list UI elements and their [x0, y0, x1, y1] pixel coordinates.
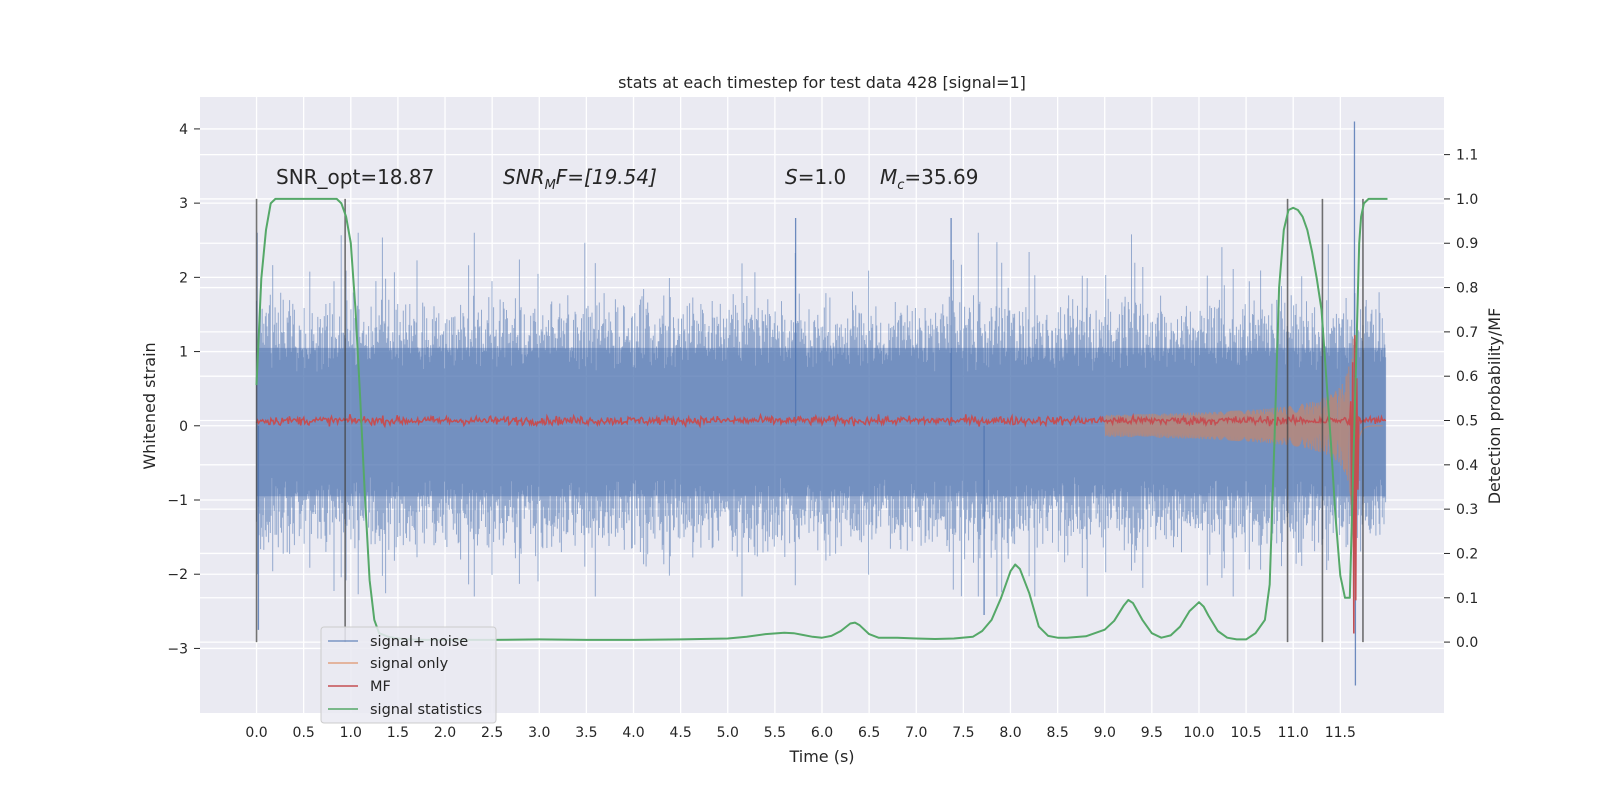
- y-axis-right: 0.0 0.1 0.2 0.3 0.4 0.5 0.6 0.7 0.8 0.9 1.0 1.1: [1444, 148, 1478, 651]
- y-axis-left: −3 −2 −1 0 1 2 3 4: [167, 122, 200, 657]
- y2-tick-label: 0.5: [1456, 414, 1478, 430]
- x-tick-label: 4.5: [670, 725, 692, 741]
- y2-axis-title: Detection probability/MF: [1485, 308, 1504, 505]
- legend-label-signal-only: signal only: [370, 656, 449, 672]
- y2-tick-label: 0.3: [1456, 502, 1478, 518]
- x-tick-label: 3.5: [575, 725, 597, 741]
- x-tick-label: 2.0: [434, 725, 456, 741]
- legend: signal+ noise signal only MF signal stat…: [320, 626, 497, 724]
- x-tick-label: 5.5: [764, 725, 786, 741]
- y-tick-label: 3: [179, 196, 188, 212]
- x-tick-label: 4.0: [622, 725, 644, 741]
- x-axis: 0.0 0.5 1.0 1.5 2.0 2.5 3.0 3.5 4.0 4.5 5.0 5.5 6.0 6…: [245, 725, 1356, 741]
- y-tick-label: −2: [167, 567, 188, 583]
- x-tick-label: 6.5: [858, 725, 880, 741]
- y2-tick-label: 0.2: [1456, 546, 1478, 562]
- y2-tick-label: 0.4: [1456, 458, 1478, 474]
- x-tick-label: 1.0: [340, 725, 362, 741]
- x-tick-label: 2.5: [481, 725, 503, 741]
- x-tick-label: 9.0: [1094, 725, 1116, 741]
- y2-tick-label: 0.0: [1456, 635, 1478, 651]
- series-signal-statistics: [255, 197, 1388, 641]
- x-tick-label: 6.0: [811, 725, 833, 741]
- y2-tick-label: 0.9: [1456, 236, 1478, 252]
- annotations: SNR_opt=18.87 SNRMF=[19.54] S=1.0 Mc=35.…: [276, 165, 978, 193]
- annotation-snr-opt: SNR_opt=18.87: [276, 165, 434, 189]
- y2-tick-label: 0.8: [1456, 281, 1478, 297]
- x-tick-label: 0.5: [293, 725, 315, 741]
- x-tick-label: 11.0: [1278, 725, 1309, 741]
- y2-tick-label: 1.1: [1456, 148, 1478, 164]
- legend-label-signal-noise: signal+ noise: [370, 634, 468, 650]
- x-tick-label: 9.5: [1141, 725, 1163, 741]
- y-tick-label: −1: [167, 493, 188, 509]
- series-mf: [255, 335, 1387, 634]
- x-tick-label: 0.0: [245, 725, 267, 741]
- x-axis-title: Time (s): [788, 747, 854, 766]
- y-tick-label: 0: [179, 419, 188, 435]
- segment-markers: [255, 198, 1364, 643]
- x-tick-label: 1.5: [387, 725, 409, 741]
- y2-tick-label: 0.1: [1456, 591, 1478, 607]
- x-tick-label: 7.0: [905, 725, 927, 741]
- x-tick-label: 7.5: [952, 725, 974, 741]
- y-tick-label: 1: [179, 345, 188, 361]
- series-signal-only: [1104, 338, 1383, 547]
- y2-tick-label: 0.6: [1456, 369, 1478, 385]
- signal-statistics-layer: [255, 197, 1388, 641]
- x-tick-label: 8.0: [999, 725, 1021, 741]
- legend-box: [320, 626, 497, 724]
- annotation-mc: Mc=35.69: [880, 165, 978, 193]
- y-tick-label: 2: [179, 270, 188, 286]
- chart-title: stats at each timestep for test data 428…: [618, 73, 1026, 92]
- x-tick-label: 10.5: [1231, 725, 1262, 741]
- legend-label-signal-statistics: signal statistics: [370, 702, 482, 718]
- x-tick-label: 8.5: [1046, 725, 1068, 741]
- x-tick-label: 10.0: [1183, 725, 1214, 741]
- y2-tick-label: 1.0: [1456, 192, 1478, 208]
- annotation-s: S=1.0: [785, 165, 846, 189]
- plot-area: [255, 121, 1387, 686]
- x-tick-label: 5.0: [717, 725, 739, 741]
- y-tick-label: 4: [179, 122, 188, 138]
- legend-label-mf: MF: [370, 679, 391, 695]
- y-tick-label: −3: [167, 641, 188, 657]
- y-axis-title: Whitened strain: [140, 342, 159, 469]
- y2-tick-label: 0.7: [1456, 325, 1478, 341]
- annotation-snr-mf: SNRMF=[19.54]: [503, 165, 657, 193]
- x-tick-label: 11.5: [1325, 725, 1356, 741]
- x-tick-label: 3.0: [528, 725, 550, 741]
